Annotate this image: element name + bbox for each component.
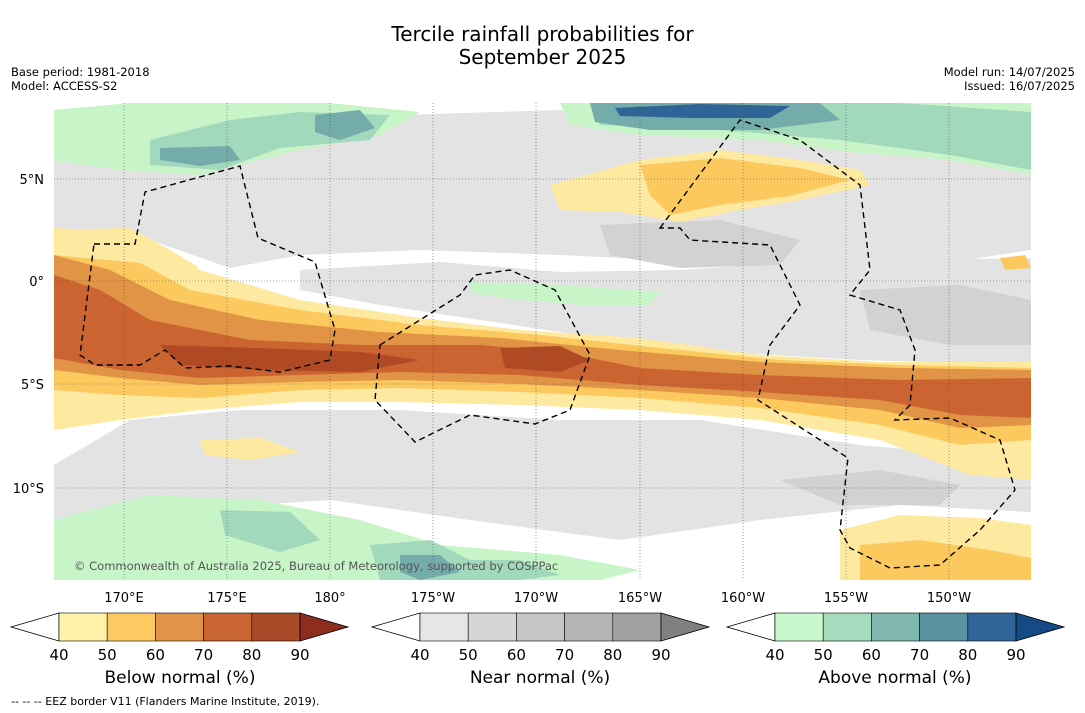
map-field: © Commonwealth of Australia 2025, Bureau… — [54, 103, 1031, 580]
lon-label-180: 180° — [314, 591, 345, 606]
below-normal-region-northeast-inner — [640, 158, 850, 215]
colorbar-below-segment — [155, 612, 204, 642]
colorbar-label-above: Above normal (%) — [818, 668, 972, 688]
above-normal-patch-blue-ne — [615, 104, 790, 118]
colorbar-above-tick: 80 — [958, 646, 977, 664]
eez-footnote: -- -- -- EEZ border V11 (Flanders Marine… — [11, 695, 320, 708]
copyright-credit: © Commonwealth of Australia 2025, Bureau… — [74, 559, 558, 573]
model-text: Model: ACCESS-S2 — [11, 79, 118, 93]
lat-label-5n: 5°N — [20, 173, 45, 188]
colorbar-above-tick: 40 — [765, 646, 784, 664]
base-period-text: Base period: 1981-2018 — [11, 65, 150, 79]
lat-label-0: 0° — [29, 275, 44, 290]
lon-label-170e: 170°E — [104, 591, 144, 606]
colorbar-below-tick: 40 — [49, 646, 68, 664]
lon-label-170w: 170°W — [514, 591, 558, 606]
eez-borders — [79, 119, 1016, 569]
colorbar-near-tick: 40 — [410, 646, 429, 664]
below-normal-patch-south-a — [200, 438, 300, 460]
above-normal-patch-teal-n — [315, 110, 375, 140]
below-normal-patch-80-east — [500, 346, 590, 372]
colorbar-above-segment — [919, 612, 969, 642]
lat-labels: 5°N 0° 5°S 10°S — [13, 173, 44, 497]
near-normal-dark-patch-b — [860, 285, 1031, 345]
page-title-line1: Tercile rainfall probabilities for — [391, 22, 694, 46]
meta-left: Base period: 1981-2018 Model: ACCESS-S2 — [11, 65, 150, 93]
colorbar-below-segment — [58, 612, 108, 642]
near-normal-dark-patch-a — [600, 220, 800, 268]
colorbar-label-below: Below normal (%) — [104, 668, 256, 688]
eez-border-east — [658, 119, 1016, 569]
colorbar-below-high-extend — [299, 612, 350, 642]
colorbar-near-segment — [516, 612, 565, 642]
below-normal-band-80 — [160, 345, 420, 372]
colorbar-near-tick: 80 — [603, 646, 622, 664]
issued-text: Issued: 16/07/2025 — [964, 79, 1075, 93]
model-run-text: Model run: 14/07/2025 — [943, 65, 1075, 79]
colorbar-above-tick: 60 — [862, 646, 881, 664]
colorbar-near-tick: 50 — [459, 646, 478, 664]
lon-label-155w: 155°W — [824, 591, 868, 606]
colorbar-below-segment — [203, 612, 253, 642]
colorbar-above-segment — [822, 612, 872, 642]
colorbar-above-low-extend — [725, 612, 776, 642]
colorbar-below-tick: 90 — [290, 646, 309, 664]
above-normal-patch-teal-nw — [160, 146, 240, 166]
above-normal-region-equator — [470, 282, 660, 305]
below-normal-patch-east-small — [1000, 255, 1031, 270]
colorbar-above-tick: 90 — [1006, 646, 1025, 664]
colorbar-near-tick: 60 — [507, 646, 526, 664]
colorbar-above-segment — [774, 612, 824, 642]
near-normal-region-south — [54, 410, 1031, 540]
colorbar-near-tick: 90 — [651, 646, 670, 664]
meta-right: Model run: 14/07/2025 Issued: 16/07/2025 — [944, 65, 1075, 93]
colorbar-below-segment — [251, 612, 301, 642]
colorbar-above-high-extend — [1015, 612, 1066, 642]
below-normal-band-70 — [54, 275, 1031, 418]
lon-labels: 170°E 175°E 180° 175°W 170°W 165°W 160°W… — [104, 591, 971, 606]
colorbar-below-tick: 80 — [242, 646, 261, 664]
colorbar-near-segment — [564, 612, 614, 642]
colorbar-near-segment — [467, 612, 517, 642]
colorbar-above-segment — [967, 612, 1017, 642]
colorbar-below-low-extend — [9, 612, 60, 642]
colorbar-near-segment — [612, 612, 662, 642]
lat-label-5s: 5°S — [21, 378, 44, 393]
above-normal-patch-teal-sw-a — [220, 510, 320, 552]
colorbar-near-segment — [419, 612, 469, 642]
eez-border-west — [79, 165, 336, 373]
eez-border-central — [374, 269, 591, 443]
page-title-line2: September 2025 — [458, 45, 627, 69]
colorbars: 40 50 60 70 80 90 40 50 60 70 80 90 40 50 60 70 80 90 — [9, 612, 1066, 664]
lon-label-150w: 150°W — [927, 591, 971, 606]
colorbar-label-near: Near normal (%) — [469, 668, 611, 688]
colorbar-below-tick: 70 — [194, 646, 213, 664]
lon-label-175w: 175°W — [411, 591, 455, 606]
colorbar-near-low-extend — [370, 612, 421, 642]
colorbar-near-high-extend — [660, 612, 711, 642]
colorbar-below-tick: 60 — [146, 646, 165, 664]
colorbar-above-tick: 70 — [910, 646, 929, 664]
above-normal-region-southwest — [54, 495, 640, 580]
colorbar-below-tick: 50 — [98, 646, 117, 664]
colorbar-above-segment — [871, 612, 920, 642]
lon-label-160w: 160°W — [721, 591, 765, 606]
near-normal-dark-patch-c — [780, 470, 960, 505]
colorbar-near-tick: 70 — [555, 646, 574, 664]
map-gridlines — [54, 103, 1031, 580]
lon-label-175e: 175°E — [207, 591, 247, 606]
above-normal-patch-dark-sw — [400, 555, 460, 580]
colorbar-below-segment — [106, 612, 156, 642]
colorbar-above-tick: 50 — [814, 646, 833, 664]
lon-label-165w: 165°W — [618, 591, 662, 606]
below-normal-patch-west-tongue — [54, 228, 200, 268]
lat-label-10s: 10°S — [13, 482, 44, 497]
